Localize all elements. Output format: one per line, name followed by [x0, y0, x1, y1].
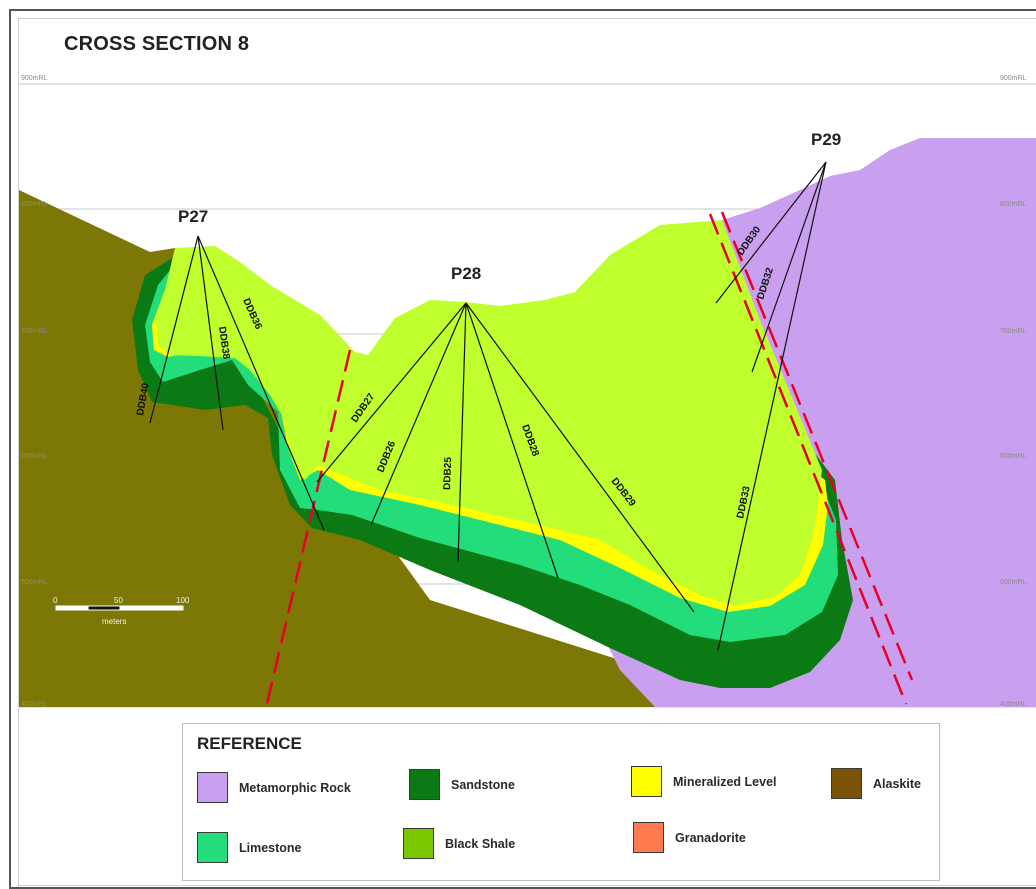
scale-tick-100: 100: [176, 596, 190, 605]
fault-east-1: [708, 213, 908, 705]
legend-swatch-alaskite: [831, 768, 862, 799]
drill-holes: [149, 161, 827, 651]
scale-tick-50: 50: [114, 596, 123, 605]
legend-swatch-black-shale: [403, 828, 434, 859]
legend-label-granadorite: Granadorite: [675, 830, 746, 845]
section-panel: [18, 18, 1036, 886]
legend-label-metamorphic: Metamorphic Rock: [239, 780, 351, 795]
scale-segment-2: [87, 605, 121, 611]
legend-item-sandstone: Sandstone: [409, 769, 515, 800]
level-label-right-500: 500mRL: [1000, 579, 1027, 586]
drill-hole-ddb25: [457, 302, 467, 563]
legend-swatch-granadorite: [633, 822, 664, 853]
legend: REFERENCE Metamorphic Rock Sandstone Min…: [182, 723, 940, 881]
legend-title: REFERENCE: [197, 734, 302, 753]
drill-hole-ddb40: [149, 235, 199, 424]
drill-hole-ddb38: [197, 235, 224, 431]
scale-bar: 0 50 100 meters: [53, 596, 190, 626]
drill-hole-ddb27: [316, 302, 467, 483]
legend-label-mineralized: Mineralized Level: [673, 774, 777, 789]
scale-tick-0: 0: [53, 596, 58, 605]
legend-swatch-mineralized: [631, 766, 662, 797]
legend-label-sandstone: Sandstone: [451, 777, 515, 792]
legend-label-limestone: Limestone: [239, 840, 302, 855]
legend-swatch-metamorphic: [197, 772, 228, 803]
level-label-right-800: 800mRL: [1000, 201, 1027, 208]
level-label-left-500: 500mRL: [21, 579, 48, 586]
level-label-left-800: 800mRL: [21, 201, 48, 208]
drill-hole-ddb29: [465, 302, 695, 613]
legend-label-alaskite: Alaskite: [873, 776, 921, 791]
drill-hole-ddb36: [197, 235, 325, 531]
drill-hole-ddb30: [715, 161, 827, 304]
level-label-right-600: 600mRL: [1000, 453, 1027, 460]
level-label-right-900: 900mRL: [1000, 75, 1027, 82]
level-label-right-400: 400mRL: [1000, 701, 1027, 708]
drill-hole-ddb28: [465, 302, 559, 579]
drill-hole-ddb26: [370, 302, 467, 526]
drill-label-ddb38: DDB38: [216, 326, 232, 360]
level-label-left-700: 700mRL: [21, 328, 48, 335]
faults: [264, 211, 914, 709]
drill-hole-ddb33: [717, 161, 827, 651]
level-label-left-900: 900mRL: [21, 75, 48, 82]
level-label-left-400: 400mRL: [21, 701, 48, 708]
collar-label-p27: P27: [178, 207, 208, 226]
legend-label-black-shale: Black Shale: [445, 836, 516, 851]
legend-item-black-shale: Black Shale: [403, 828, 515, 859]
scale-segment-3: [119, 605, 184, 611]
level-label-right-700: 700mRL: [1000, 328, 1027, 335]
drill-hole-ddb32: [751, 161, 827, 373]
legend-item-alaskite: Alaskite: [831, 768, 921, 799]
fault-east-2: [720, 211, 914, 681]
level-label-left-600: 600mRL: [21, 453, 48, 460]
legend-item-limestone: Limestone: [197, 832, 302, 863]
legend-item-granadorite: Granadorite: [633, 822, 746, 853]
legend-item-metamorphic: Metamorphic Rock: [197, 772, 351, 803]
legend-swatch-sandstone: [409, 769, 440, 800]
drill-label-ddb25: DDB25: [442, 457, 454, 491]
legend-swatch-limestone: [197, 832, 228, 863]
scale-unit: meters: [102, 617, 126, 626]
collar-label-p29: P29: [811, 130, 841, 149]
scale-segment-1: [55, 605, 89, 611]
collar-label-p28: P28: [451, 264, 481, 283]
black-shale-unit: [156, 220, 822, 606]
legend-item-mineralized: Mineralized Level: [631, 766, 777, 797]
page-title: CROSS SECTION 8: [64, 33, 250, 55]
